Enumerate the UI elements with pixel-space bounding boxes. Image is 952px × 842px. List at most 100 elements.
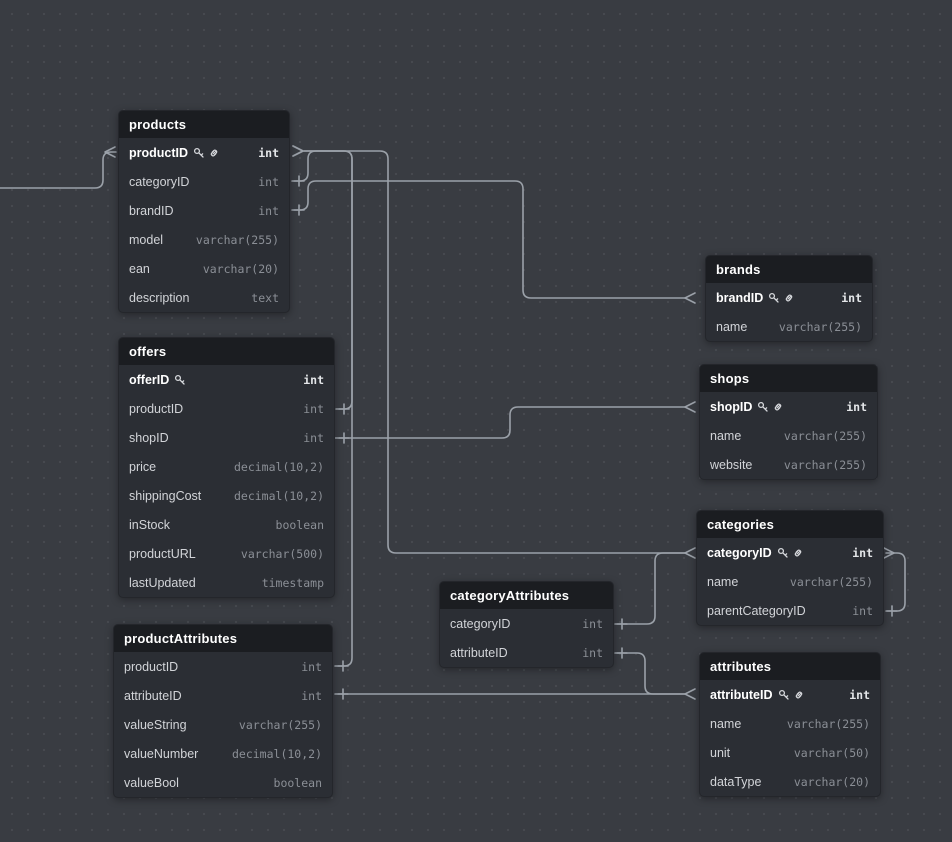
table-row[interactable]: inStock boolean [119, 510, 334, 539]
table-header[interactable]: offers [119, 338, 334, 365]
relationship-line-categoryAttributes-categoryID[interactable] [614, 552, 687, 625]
field-name: inStock [129, 517, 170, 532]
table-row[interactable]: shippingCost decimal(10,2) [119, 481, 334, 510]
field-type: varchar(20) [202, 261, 279, 276]
field-type: decimal(10,2) [231, 746, 322, 761]
table-productAttributes[interactable]: productAttributes productID int attributeID… [113, 624, 333, 798]
table-row[interactable]: description text [119, 283, 289, 312]
one-cardinality-icon [338, 432, 350, 444]
table-row[interactable]: dataType varchar(20) [700, 767, 880, 796]
table-attributes[interactable]: attributes attributeID int name varchar(255)… [699, 652, 881, 797]
table-row[interactable]: productID int [114, 652, 332, 681]
table-header[interactable]: categoryAttributes [440, 582, 613, 609]
table-header[interactable]: shops [700, 365, 877, 392]
field-type: int [301, 659, 322, 674]
table-row[interactable]: ean varchar(20) [119, 254, 289, 283]
relationship-line-categoryAttributes-attributeID[interactable] [614, 652, 687, 695]
table-row[interactable]: name varchar(255) [706, 312, 872, 341]
field-type: int [852, 603, 873, 618]
table-header[interactable]: attributes [700, 653, 880, 680]
table-offers[interactable]: offers offerID int productID int shopID int pri… [118, 337, 335, 598]
relationship-line-products-categoryID[interactable] [291, 150, 687, 554]
crow-arrow-icon [684, 292, 696, 304]
field-type: int [303, 372, 324, 387]
table-header[interactable]: products [119, 111, 289, 138]
foreign-link-icon [792, 547, 804, 559]
one-cardinality-icon [337, 660, 349, 672]
field-name: categoryID [450, 616, 511, 631]
field-type: int [303, 430, 324, 445]
field-name: parentCategoryID [707, 603, 806, 618]
field-type: int [852, 545, 873, 560]
field-name: name [710, 428, 742, 443]
table-row[interactable]: brandID int [706, 283, 872, 312]
table-products[interactable]: products productID int categoryID int brandID… [118, 110, 290, 313]
one-cardinality-icon [886, 605, 898, 617]
table-row[interactable]: unit varchar(50) [700, 738, 880, 767]
table-row[interactable]: valueBool boolean [114, 768, 332, 797]
primary-key-icon [778, 689, 790, 701]
field-name: description [129, 290, 190, 305]
table-row[interactable]: price decimal(10,2) [119, 452, 334, 481]
table-row[interactable]: attributeID int [440, 638, 613, 667]
table-row[interactable]: name varchar(255) [700, 709, 880, 738]
table-row[interactable]: shopID int [119, 423, 334, 452]
table-row[interactable]: website varchar(255) [700, 450, 877, 479]
table-row[interactable]: lastUpdated timestamp [119, 568, 334, 597]
foreign-link-icon [793, 689, 805, 701]
table-row[interactable]: name varchar(255) [697, 567, 883, 596]
table-header[interactable]: categories [697, 511, 883, 538]
table-row[interactable]: attributeID int [700, 680, 880, 709]
field-type: int [303, 401, 324, 416]
table-row[interactable]: productID int [119, 394, 334, 423]
field-type: text [251, 290, 279, 305]
table-row[interactable]: categoryID int [119, 167, 289, 196]
one-cardinality-icon [293, 175, 305, 187]
table-row[interactable]: brandID int [119, 196, 289, 225]
crow-arrow-icon [104, 146, 116, 158]
field-type: varchar(255) [238, 717, 322, 732]
field-name: website [710, 457, 753, 472]
table-row[interactable]: categoryID int [440, 609, 613, 638]
field-type: boolean [275, 517, 324, 532]
relationship-line-categories-parentCategoryID[interactable] [885, 552, 906, 612]
field-type: int [582, 616, 603, 631]
foreign-link-icon [783, 292, 795, 304]
table-row[interactable]: parentCategoryID int [697, 596, 883, 625]
table-categories[interactable]: categories categoryID int name varchar(255) p… [696, 510, 884, 626]
primary-key-icon [757, 401, 769, 413]
field-name: productID [124, 659, 179, 674]
field-type: int [258, 145, 279, 160]
table-categoryAttributes[interactable]: categoryAttributes categoryID int attribute… [439, 581, 614, 668]
table-header[interactable]: brands [706, 256, 872, 283]
relationship-line-products-brandID[interactable] [291, 180, 687, 299]
table-row[interactable]: model varchar(255) [119, 225, 289, 254]
relationship-line-offscreen-left[interactable] [0, 151, 117, 189]
table-row[interactable]: attributeID int [114, 681, 332, 710]
table-row[interactable]: name varchar(255) [700, 421, 877, 450]
table-brands[interactable]: brands brandID int name varchar(255) [705, 255, 873, 342]
field-name: shippingCost [129, 488, 202, 503]
table-row[interactable]: categoryID int [697, 538, 883, 567]
table-header[interactable]: productAttributes [114, 625, 332, 652]
table-row[interactable]: valueNumber decimal(10,2) [114, 739, 332, 768]
table-row[interactable]: valueString varchar(255) [114, 710, 332, 739]
field-name: unit [710, 745, 731, 760]
table-shops[interactable]: shops shopID int name varchar(255) website var… [699, 364, 878, 480]
field-name: productID [129, 145, 189, 160]
primary-key-icon [768, 292, 780, 304]
table-row[interactable]: productURL varchar(500) [119, 539, 334, 568]
primary-key-icon [193, 147, 205, 159]
one-cardinality-icon [293, 204, 305, 216]
one-cardinality-icon [337, 688, 349, 700]
table-row[interactable]: productID int [119, 138, 289, 167]
field-type: varchar(255) [786, 716, 870, 731]
field-name: valueString [124, 717, 187, 732]
field-type: varchar(255) [778, 319, 862, 334]
table-row[interactable]: offerID int [119, 365, 334, 394]
field-name: valueBool [124, 775, 179, 790]
relationship-line-offers-shopID[interactable] [334, 406, 687, 439]
table-row[interactable]: shopID int [700, 392, 877, 421]
